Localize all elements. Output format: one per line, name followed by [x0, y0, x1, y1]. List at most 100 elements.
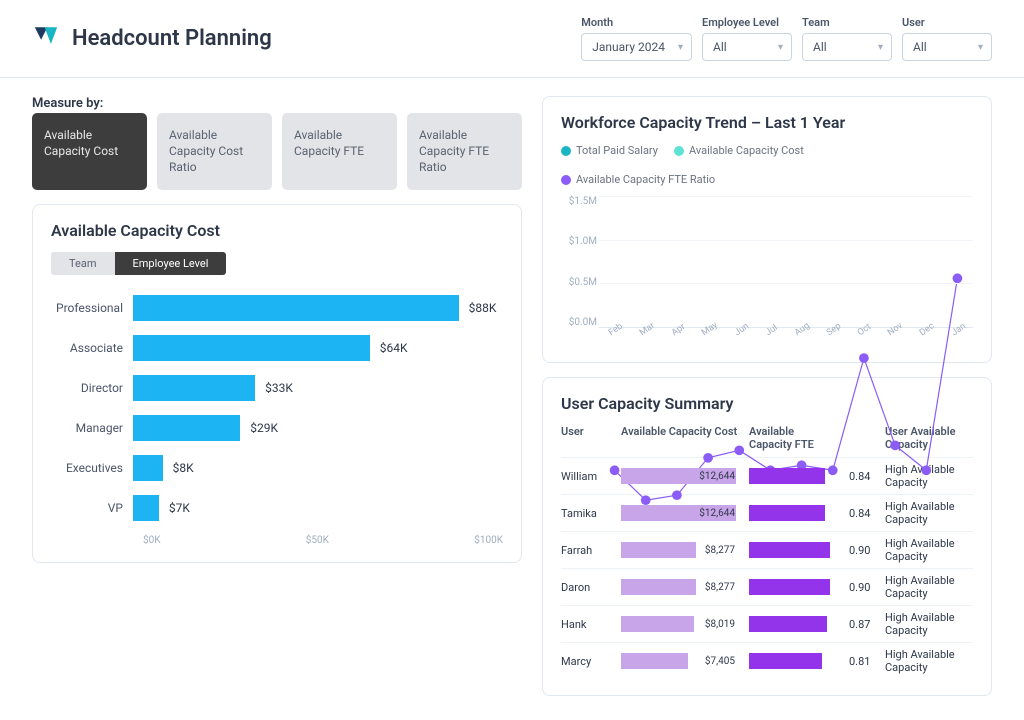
measure-button[interactable]: Available Capacity Cost	[32, 113, 147, 190]
hbar-fill	[133, 495, 159, 521]
hbar-value: $29K	[250, 421, 278, 435]
axis-tick: $50K	[306, 535, 329, 546]
trend-xaxis: FebMarAprMayJunJulAugSepOctNovDecJan	[599, 330, 973, 346]
trend-plot	[599, 196, 973, 328]
cell-cost: $7,405	[621, 653, 749, 669]
hbar-fill	[133, 455, 163, 481]
table-row: Farrah$8,2770.90High Available Capacity	[561, 531, 973, 568]
cell-fte-value: 0.81	[849, 655, 885, 668]
content: Measure by: Available Capacity CostAvail…	[0, 78, 1024, 720]
cell-user: Marcy	[561, 655, 621, 668]
legend-dot-icon	[674, 146, 684, 156]
filter-select[interactable]: January 2024 ▾	[581, 33, 692, 61]
cell-availability: High Available Capacity	[885, 500, 973, 526]
legend-label: Total Paid Salary	[576, 144, 658, 157]
measure-button[interactable]: Available Capacity FTE	[282, 113, 397, 190]
toggle-button[interactable]: Employee Level	[115, 252, 227, 275]
hbar-value: $7K	[169, 501, 190, 515]
filter-value: All	[713, 40, 727, 54]
legend-dot-icon	[561, 175, 571, 185]
summary-title: User Capacity Summary	[561, 394, 973, 413]
cell-availability: High Available Capacity	[885, 611, 973, 637]
column-header: Available Capacity Cost	[621, 425, 749, 451]
y-tick: $0.5M	[561, 277, 597, 288]
trend-legend: Total Paid Salary Available Capacity Cost…	[561, 144, 973, 186]
capacity-cost-title: Available Capacity Cost	[51, 221, 503, 240]
cell-fte	[749, 542, 849, 558]
summary-body: William$12,6440.84High Available Capacit…	[561, 457, 973, 679]
chevron-down-icon: ▾	[678, 42, 683, 53]
cell-cost: $12,644	[621, 468, 749, 484]
summary-head: UserAvailable Capacity CostAvailable Cap…	[561, 425, 973, 457]
cell-fte-value: 0.84	[849, 507, 885, 520]
measure-section: Measure by: Available Capacity CostAvail…	[32, 96, 522, 190]
hbar-row: VP $7K	[51, 495, 503, 521]
hbar-track: $88K	[133, 295, 503, 321]
hbar-row: Manager$29K	[51, 415, 503, 441]
y-tick: $0.0M	[561, 317, 597, 328]
cell-availability: High Available Capacity	[885, 574, 973, 600]
column-header: User	[561, 425, 621, 451]
cell-fte	[749, 653, 849, 669]
cell-availability: High Available Capacity	[885, 648, 973, 674]
filter-label: Month	[581, 16, 692, 29]
hbar-track: $8K	[133, 455, 503, 481]
table-row: William$12,644 0.84High Available Capacit…	[561, 457, 973, 494]
hbar-label: VP	[51, 501, 133, 515]
hbar-value: $88K	[469, 301, 497, 315]
hbar-value: $64K	[380, 341, 408, 355]
hbar-row: Executives $8K	[51, 455, 503, 481]
measure-button[interactable]: Available Capacity FTE Ratio	[407, 113, 522, 190]
filter-select[interactable]: All ▾	[902, 33, 992, 61]
legend-item: Available Capacity Cost	[674, 144, 804, 157]
filter-label: Employee Level	[702, 16, 792, 29]
hbar-label: Executives	[51, 461, 133, 475]
table-row: Tamika$12,6440.84High Available Capacity	[561, 494, 973, 531]
capacity-cost-toggle: TeamEmployee Level	[51, 252, 226, 275]
cell-availability: High Available Capacity	[885, 537, 973, 563]
cell-fte-value: 0.90	[849, 581, 885, 594]
cell-user: William	[561, 470, 621, 483]
cell-fte-value: 0.90	[849, 544, 885, 557]
axis-tick: $100K	[474, 535, 503, 546]
cell-fte-value: 0.84	[849, 470, 885, 483]
table-row: Daron$8,2770.90High Available Capacity	[561, 568, 973, 605]
measure-button[interactable]: Available Capacity Cost Ratio	[157, 113, 272, 190]
gridline	[599, 240, 973, 241]
hbar-label: Director	[51, 381, 133, 395]
hbar-value: $8K	[173, 461, 194, 475]
filter-value: January 2024	[592, 40, 665, 54]
cell-user: Farrah	[561, 544, 621, 557]
filter: Month January 2024 ▾	[581, 16, 692, 61]
cell-cost: $8,019	[621, 616, 749, 632]
trend-title: Workforce Capacity Trend – Last 1 Year	[561, 113, 973, 132]
chevron-down-icon: ▾	[778, 42, 783, 53]
capacity-cost-axis: $0K$50K$100K	[143, 535, 503, 546]
toggle-button[interactable]: Team	[51, 252, 115, 275]
filter-select[interactable]: All ▾	[702, 33, 792, 61]
chevron-down-icon: ▾	[978, 42, 983, 53]
hbar-row: Director$33K	[51, 375, 503, 401]
hbar-label: Professional	[51, 301, 133, 315]
filter-bar: Month January 2024 ▾ Employee Level All ▾ Team…	[581, 16, 992, 61]
legend-item: Total Paid Salary	[561, 144, 658, 157]
cell-cost: $8,277	[621, 579, 749, 595]
hbar-fill	[133, 415, 240, 441]
hbar-track: $7K	[133, 495, 503, 521]
cell-availability: High Available Capacity	[885, 463, 973, 489]
hbar-track: $29K	[133, 415, 503, 441]
hbar-label: Associate	[51, 341, 133, 355]
legend-label: Available Capacity Cost	[689, 144, 804, 157]
table-row: Marcy$7,405 0.81High Available Capacity	[561, 642, 973, 679]
hbar-fill	[133, 335, 370, 361]
cell-user: Tamika	[561, 507, 621, 520]
cell-fte	[749, 505, 849, 521]
filter-value: All	[913, 40, 927, 54]
filter: TeamAll▾	[802, 16, 892, 61]
hbar-fill	[133, 295, 459, 321]
cell-fte	[749, 468, 849, 484]
filter-select[interactable]: All▾	[802, 33, 892, 61]
cell-fte	[749, 616, 849, 632]
column-header: Available Capacity FTE	[749, 425, 849, 451]
gridline	[599, 283, 973, 284]
